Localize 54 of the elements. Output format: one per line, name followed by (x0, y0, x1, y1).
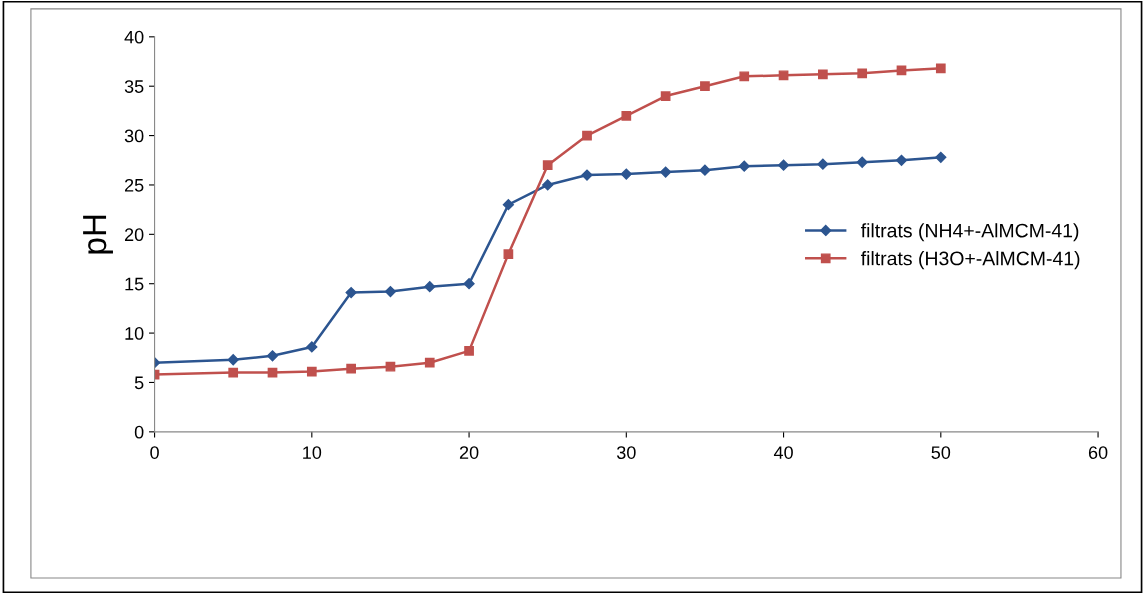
y-tick-label: 15 (125, 277, 144, 291)
y-tick-label: 5 (134, 376, 144, 390)
x-tick-label: 10 (303, 446, 322, 459)
legend-label: filtrats (H3O+-AlMCM-41) (860, 251, 1080, 270)
point (935, 63, 946, 74)
point (345, 286, 357, 299)
point (620, 168, 632, 180)
point (817, 158, 829, 170)
point (502, 199, 514, 211)
y-tick-label: 25 (124, 178, 144, 192)
point (818, 69, 828, 80)
point (935, 151, 947, 163)
legend-label: filtrats (NH4+-AlMCM-41) (860, 223, 1079, 242)
y-tick-label: 10 (125, 327, 144, 340)
point (699, 164, 711, 176)
point (660, 166, 672, 178)
y-tick-label: 35 (124, 80, 144, 93)
x-tick-label: 0 (150, 446, 159, 459)
y-tick-label: 30 (124, 129, 144, 143)
point (582, 130, 592, 141)
point (385, 361, 396, 372)
point (227, 354, 239, 366)
point (856, 156, 868, 168)
point (266, 350, 279, 362)
point (621, 110, 632, 121)
y-axis-title: pH (83, 215, 113, 254)
x-tick-label: 30 (616, 446, 636, 459)
x-tick-label: 60 (1088, 446, 1108, 459)
point (895, 154, 908, 166)
point (424, 281, 436, 293)
point (738, 160, 750, 172)
point (700, 81, 710, 92)
y-tick-label: 0 (134, 425, 144, 439)
point (306, 366, 317, 377)
point (228, 367, 239, 378)
point (660, 91, 671, 101)
x-tick-label: 20 (459, 446, 479, 459)
y-tick-label: 40 (124, 30, 144, 44)
point (384, 286, 397, 298)
x-tick-label: 50 (931, 446, 951, 459)
y-tick-label: 20 (124, 228, 144, 242)
point (542, 160, 553, 171)
point (739, 71, 750, 82)
point (778, 70, 789, 81)
point (346, 363, 356, 374)
point (777, 159, 790, 171)
point (542, 179, 554, 191)
point (306, 341, 318, 353)
point (503, 249, 514, 259)
point (857, 68, 868, 79)
point (464, 345, 474, 356)
point (463, 278, 475, 290)
x-tick-label: 40 (773, 446, 793, 459)
point (424, 357, 435, 368)
